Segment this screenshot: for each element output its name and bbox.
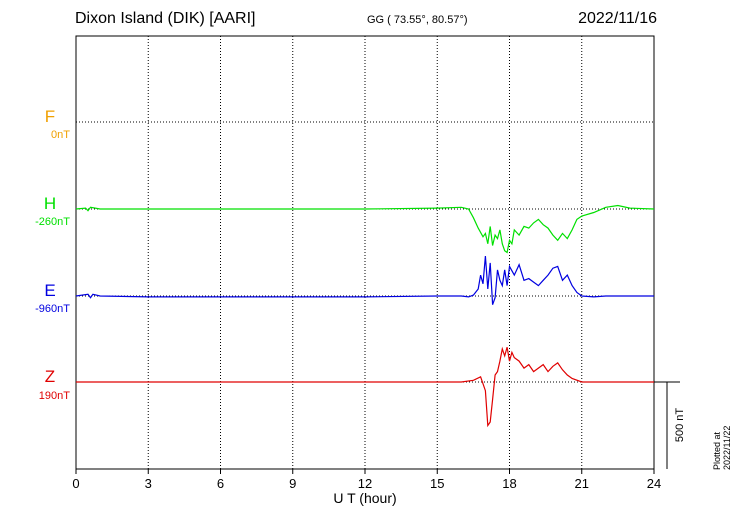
x-tick-label: 9 [289,476,296,491]
plot-date: 2022/11/16 [578,10,657,27]
x-tick-label: 24 [647,476,661,491]
x-tick-label: 21 [575,476,589,491]
channel-f-baseline: 0nT [51,129,70,141]
series-h-trace [75,204,655,254]
scale-bar: 500 nT [654,381,686,469]
channel-e-baseline: -960nT [35,303,70,315]
x-tick-label: 3 [145,476,152,491]
x-tick-label: 12 [358,476,372,491]
series-z-trace [76,346,654,428]
x-axis: 0 3 6 9 12 15 18 21 24 [72,469,661,491]
series-e-trace [75,255,654,305]
grid [147,36,583,469]
x-tick-label: 0 [72,476,79,491]
channel-h-baseline: -260nT [35,216,70,228]
channel-z-name: Z [44,367,56,386]
x-tick-label: 18 [502,476,516,491]
station-coordinates: GG ( 73.55°, 80.57°) [367,14,468,26]
station-title: Dixon Island (DIK) [AARI] [75,10,256,27]
channel-z-baseline: 190nT [38,390,70,402]
x-tick-label: 6 [217,476,224,491]
scale-bar-label: 500 nT [674,408,686,443]
data-traces [75,204,655,428]
channel-e-name: E [44,281,56,300]
x-axis-label: U T (hour) [333,490,396,506]
plotted-timestamp: Plotted at 2022/11/22 21:15 UT [712,425,730,470]
x-tick-label: 15 [430,476,444,491]
channel-h-name: H [43,194,57,213]
channel-f-name: F [44,107,56,126]
